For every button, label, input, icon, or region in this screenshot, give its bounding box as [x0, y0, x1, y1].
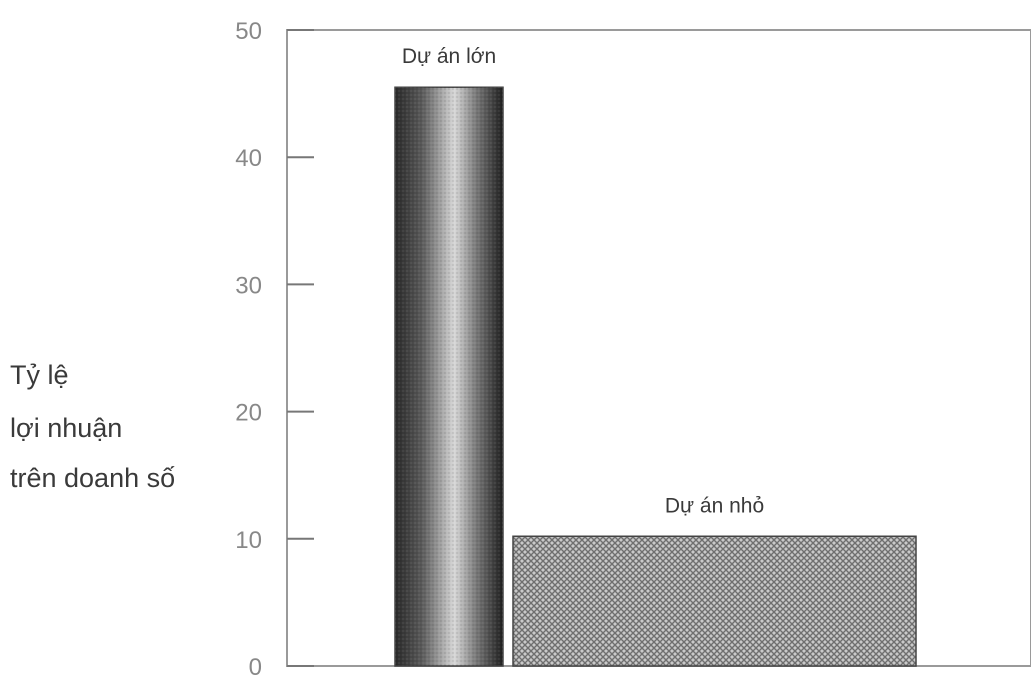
- bar-label: Dự án lớn: [402, 45, 496, 68]
- y-axis-ticks: 0 10 20 30 40 50: [235, 18, 314, 680]
- bars: Dự án lớn Dự án nhỏ: [394, 45, 917, 667]
- y-tick-label: 30: [235, 272, 262, 299]
- bar-large-project-texture: [395, 87, 503, 667]
- y-tick-label: 10: [235, 527, 262, 554]
- y-axis-label-line-3: trên doanh số: [10, 463, 176, 493]
- y-axis-label-line-2: lợi nhuận: [10, 413, 123, 443]
- y-tick-label: 40: [235, 145, 262, 172]
- y-tick-label: 20: [235, 400, 262, 427]
- bar-label: Dự án nhỏ: [665, 494, 764, 517]
- y-tick-label: 0: [249, 654, 262, 680]
- y-tick-label: 50: [235, 18, 262, 45]
- y-axis-label-line-1: Tỷ lệ: [10, 360, 69, 390]
- bar-small-project: [512, 535, 917, 667]
